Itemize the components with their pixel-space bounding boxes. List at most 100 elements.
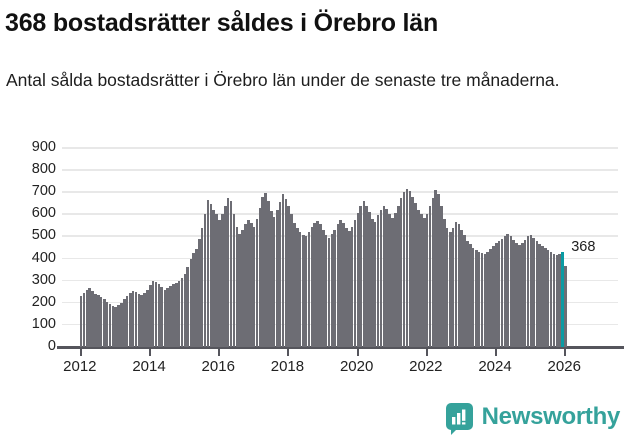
bar xyxy=(235,226,239,347)
bar xyxy=(105,301,109,347)
bar xyxy=(541,246,544,347)
bar xyxy=(125,296,129,347)
x-axis-tick-label: 2014 xyxy=(132,358,166,375)
bar xyxy=(327,237,331,347)
bar xyxy=(172,283,175,347)
bar xyxy=(232,214,236,347)
x-axis-tick xyxy=(356,347,359,356)
y-axis-tick-label: 300 xyxy=(31,271,56,288)
x-axis-tick xyxy=(564,347,567,356)
y-axis-tick-label: 800 xyxy=(31,161,56,178)
x-axis-tick-label: 2024 xyxy=(478,358,512,375)
bar xyxy=(411,196,414,347)
bar xyxy=(394,213,397,347)
bar xyxy=(97,295,100,347)
bar xyxy=(250,223,253,347)
bar xyxy=(203,214,207,347)
bar xyxy=(368,212,371,347)
bar xyxy=(463,235,466,347)
bar xyxy=(91,290,94,347)
bar xyxy=(520,243,524,347)
bar xyxy=(492,246,495,347)
bar xyxy=(290,214,293,347)
x-axis-tick-label: 2018 xyxy=(270,358,305,375)
bar xyxy=(143,292,146,347)
bar xyxy=(103,299,106,347)
bar xyxy=(293,223,296,347)
bar xyxy=(546,249,550,347)
bar xyxy=(469,244,472,347)
bar xyxy=(402,192,406,347)
bar xyxy=(261,196,265,347)
bar xyxy=(558,254,561,347)
bar-series xyxy=(66,140,585,347)
bar xyxy=(157,283,161,347)
bar xyxy=(221,214,224,347)
bar xyxy=(347,230,351,347)
bar xyxy=(388,214,392,347)
bar xyxy=(431,197,435,347)
bar xyxy=(146,289,149,347)
bar xyxy=(330,234,334,347)
bar xyxy=(483,254,487,347)
bar xyxy=(405,188,409,347)
bar xyxy=(180,278,184,347)
bar xyxy=(342,223,345,347)
y-axis-labels: 0 100 200 300 400 500 600 700 800 900 xyxy=(0,140,56,354)
bar xyxy=(434,190,438,347)
bar xyxy=(532,237,535,347)
bar xyxy=(535,240,539,347)
gridline xyxy=(62,213,618,215)
bar xyxy=(258,207,262,347)
bar xyxy=(333,229,336,347)
bar xyxy=(382,205,386,347)
bar xyxy=(428,205,432,347)
y-axis-tick-label: 100 xyxy=(31,315,56,332)
x-axis-tick xyxy=(149,347,152,356)
bar xyxy=(140,295,143,347)
bar xyxy=(549,251,553,347)
bar xyxy=(238,234,241,347)
bar xyxy=(373,222,377,347)
bar xyxy=(445,227,449,347)
bar xyxy=(417,209,420,347)
bar xyxy=(497,240,501,347)
bar xyxy=(88,288,92,347)
bar xyxy=(94,293,97,347)
bar xyxy=(506,234,509,347)
bar xyxy=(379,209,383,347)
bar xyxy=(131,290,135,347)
bar xyxy=(495,243,498,347)
bar xyxy=(425,214,429,347)
bar xyxy=(177,280,181,347)
bar xyxy=(244,224,247,347)
bar xyxy=(166,288,169,347)
bar xyxy=(186,267,189,347)
bar xyxy=(503,236,507,347)
brand-name: Newsworthy xyxy=(481,402,621,430)
bar xyxy=(278,202,282,347)
bar xyxy=(500,238,504,347)
bar xyxy=(529,235,533,347)
bar xyxy=(123,299,126,347)
x-axis-tick-label: 2016 xyxy=(201,358,235,375)
bar-highlight xyxy=(561,251,565,347)
bar xyxy=(117,305,120,347)
bar xyxy=(353,219,357,347)
y-axis-tick-label: 0 xyxy=(47,338,56,354)
gridline xyxy=(62,169,618,171)
x-axis-line xyxy=(57,346,624,349)
bar xyxy=(79,296,83,347)
bar xyxy=(310,226,314,347)
bar xyxy=(267,201,270,347)
bar-chart-speech-bubble-icon xyxy=(445,403,473,435)
bar xyxy=(195,248,198,347)
bar xyxy=(480,253,484,347)
chart-plot-area: 0 100 200 300 400 500 600 700 800 900 2012 2014 201… xyxy=(0,140,631,390)
bar xyxy=(359,205,362,347)
x-axis-tick-label: 2020 xyxy=(339,358,374,375)
bar xyxy=(322,229,325,347)
bar xyxy=(108,303,112,347)
bar xyxy=(512,239,515,347)
bar xyxy=(272,216,276,347)
